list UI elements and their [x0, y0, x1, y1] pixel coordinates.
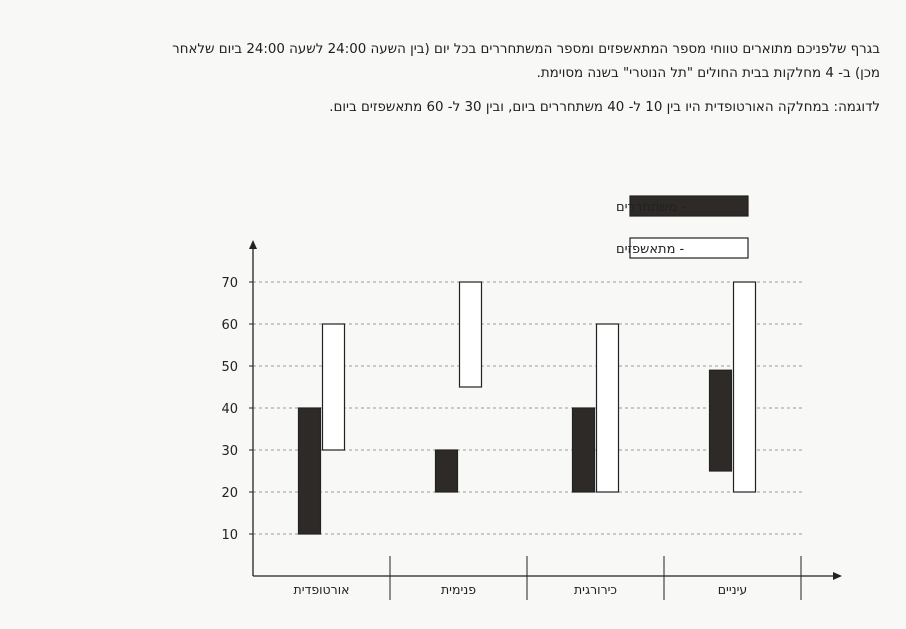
category-label: אורטופדית: [294, 582, 350, 597]
y-tick-label: 10: [221, 528, 238, 543]
legend-swatch-released: [629, 195, 749, 217]
legend-label-released: - משתחררים: [616, 200, 686, 215]
y-tick-label: 20: [221, 486, 238, 501]
released-bar: [571, 407, 596, 493]
released-bar: [297, 407, 322, 535]
intro-text: בגרף שלפניכם מתוארים טווחי מספר המתאשפזי…: [150, 38, 880, 130]
category-label: כירורגית: [574, 582, 617, 597]
released-bar: [708, 369, 733, 472]
released-bar: [434, 449, 459, 493]
admitted-bar: [458, 281, 483, 388]
y-tick-label: 50: [221, 360, 238, 375]
category-label: עיניים: [718, 582, 748, 597]
intro-paragraph-2: לדוגמה: במחלקה האורטופדית היו בין 10 ל- …: [329, 100, 880, 115]
y-tick-label: 70: [221, 276, 238, 291]
y-tick-label: 60: [221, 318, 238, 333]
intro-paragraph-1: בגרף שלפניכם מתוארים טווחי מספר המתאשפזי…: [172, 42, 880, 81]
admitted-bar: [595, 323, 620, 493]
category-label: פנימית: [441, 582, 476, 597]
admitted-bar: [732, 281, 757, 493]
admitted-bar: [321, 323, 346, 451]
y-axis-arrow: [249, 240, 257, 249]
y-tick-label: 40: [221, 402, 238, 417]
legend-label-admitted: - מתאשפזים: [616, 242, 685, 257]
x-axis-arrow: [833, 572, 842, 580]
y-tick-label: 30: [221, 444, 238, 459]
legend-swatch-admitted: [629, 237, 749, 259]
